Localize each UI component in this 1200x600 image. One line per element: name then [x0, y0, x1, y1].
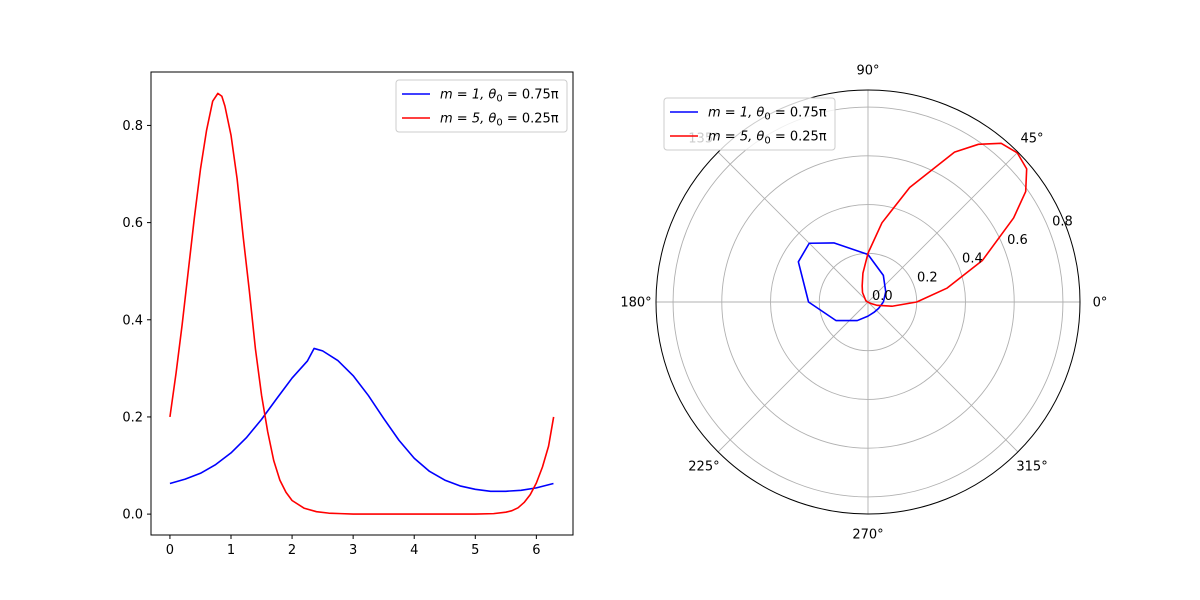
legend-label: m = 5, θ0 = 0.25π [440, 112, 559, 129]
angular-grid-line [867, 151, 1019, 303]
cartesian-x-axis: 0 1 2 3 4 5 6 [166, 535, 540, 558]
y-tick-label: 0.2 [122, 410, 143, 425]
angle-tick-label: 90° [856, 64, 879, 79]
cartesian-chart: 0 1 2 3 4 5 6 0.0 0.2 0.4 0.6 0.8 m = 1, θ0 = 0.75… [122, 71, 574, 558]
y-tick-label: 0.6 [122, 216, 143, 231]
polar-chart: 0.00.20.40.60.8 0°45°90°135°180°225°270°… [620, 64, 1107, 543]
legend-label: m = 5, θ0 = 0.25π [708, 130, 827, 147]
x-tick-label: 5 [471, 543, 479, 558]
y-tick-label: 0.8 [122, 119, 143, 134]
radial-tick-label: 0.2 [917, 270, 938, 285]
radial-tick-label: 0.0 [872, 289, 893, 304]
polar-series-lines [797, 142, 1028, 322]
polar-series-line-2 [861, 142, 1028, 308]
polar-frame [655, 89, 1081, 515]
polar-legend: m = 1, θ0 = 0.75π m = 5, θ0 = 0.25π [663, 97, 836, 151]
angle-tick-label: 315° [1016, 460, 1047, 475]
angular-grid-line [717, 301, 869, 453]
x-tick-label: 6 [532, 543, 540, 558]
x-tick-label: 0 [166, 543, 174, 558]
series-line-1 [169, 347, 554, 493]
legend-box [395, 79, 568, 133]
polar-radial-tick-labels: 0.0 0.2 0.4 0.6 0.8 [872, 214, 1073, 304]
cartesian-series-lines [169, 92, 555, 515]
angle-tick-label: 180° [620, 296, 651, 311]
angle-tick-label: 45° [1021, 131, 1044, 146]
radial-tick-label: 0.6 [1007, 233, 1028, 248]
legend-label: m = 1, θ0 = 0.75π [708, 106, 827, 123]
angular-grid-line [717, 151, 869, 303]
x-tick-label: 2 [288, 543, 296, 558]
angle-tick-label: 270° [852, 528, 883, 543]
cartesian-legend: m = 1, θ0 = 0.75π m = 5, θ0 = 0.25π [395, 79, 568, 133]
y-tick-label: 0.4 [122, 313, 143, 328]
cartesian-plot-frame [150, 71, 574, 536]
x-tick-label: 1 [227, 543, 235, 558]
angular-grid-line [867, 301, 1019, 453]
radial-tick-label: 0.8 [1052, 214, 1073, 229]
series-line-2 [169, 92, 555, 515]
cartesian-y-axis: 0.0 0.2 0.4 0.6 0.8 [122, 119, 151, 523]
radial-tick-label: 0.4 [962, 252, 983, 267]
polar-angle-tick-labels: 0°45°90°135°180°225°270°315° [620, 64, 1107, 543]
y-tick-label: 0.0 [122, 508, 143, 523]
legend-box [663, 97, 836, 151]
legend-label: m = 1, θ0 = 0.75π [440, 88, 559, 105]
x-tick-label: 3 [349, 543, 357, 558]
angle-tick-label: 0° [1093, 296, 1108, 311]
x-tick-label: 4 [410, 543, 418, 558]
polar-series-line-1 [797, 242, 887, 322]
angle-tick-label: 225° [688, 460, 719, 475]
